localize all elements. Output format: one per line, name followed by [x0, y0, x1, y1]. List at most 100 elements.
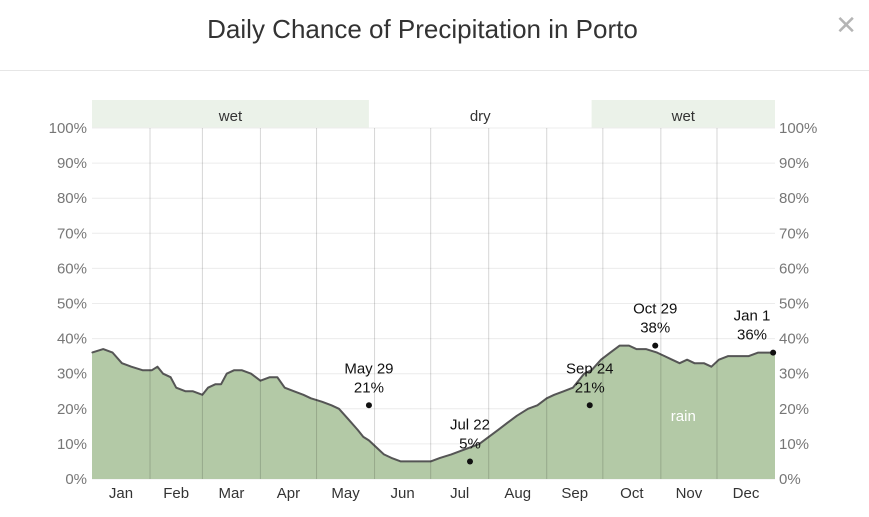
- y-tick-label-left: 100%: [49, 120, 87, 137]
- data-point: [269, 376, 271, 378]
- annotation-dot: [586, 402, 593, 409]
- annotation-dot: [770, 349, 777, 356]
- data-point: [390, 457, 392, 459]
- annotation-date: Oct 29: [633, 301, 677, 318]
- data-point: [527, 408, 529, 410]
- data-point: [321, 401, 323, 403]
- data-point: [347, 418, 349, 420]
- series-label-rain: rain: [671, 408, 696, 425]
- y-tick-label-right: 70%: [779, 225, 809, 242]
- data-point: [141, 369, 144, 371]
- y-tick-label-left: 70%: [57, 225, 87, 242]
- annotation-value: 5%: [459, 435, 481, 452]
- data-point: [628, 345, 630, 347]
- annotation-date: Jul 22: [450, 416, 490, 433]
- data-point: [220, 383, 222, 385]
- data-point: [609, 352, 611, 354]
- data-point: [175, 387, 177, 389]
- y-tick-label-right: 20%: [779, 401, 809, 418]
- y-tick-label-right: 40%: [779, 331, 809, 348]
- data-point: [546, 397, 548, 399]
- data-point: [368, 439, 370, 441]
- grid-lines: [92, 127, 775, 480]
- x-tick-label-month: Sep: [561, 485, 588, 502]
- data-point: [635, 348, 638, 350]
- x-tick-label-month: May: [331, 485, 360, 502]
- data-point: [488, 436, 490, 438]
- data-point: [102, 348, 104, 350]
- data-point: [121, 362, 123, 364]
- data-point: [572, 387, 574, 389]
- data-point: [748, 355, 750, 357]
- y-tick-label-right: 90%: [779, 155, 809, 172]
- y-tick-label-right: 50%: [779, 296, 809, 313]
- data-point: [241, 369, 243, 371]
- y-tick-label-right: 80%: [779, 190, 809, 207]
- data-point: [671, 359, 673, 361]
- data-point: [362, 436, 364, 438]
- annotation-date: Sep 24: [566, 360, 614, 377]
- data-point: [418, 460, 421, 463]
- data-point: [400, 460, 402, 463]
- x-tick-label-month: Feb: [163, 485, 189, 502]
- x-tick-label-month: Oct: [620, 485, 644, 502]
- data-point: [302, 394, 305, 396]
- data-point: [192, 390, 194, 392]
- annotation-value: 21%: [575, 379, 605, 396]
- data-point: [619, 345, 621, 347]
- x-tick-label-month: Apr: [277, 485, 300, 502]
- close-icon[interactable]: ✕: [835, 10, 857, 40]
- annotation-date: May 29: [344, 360, 393, 377]
- y-tick-label-right: 10%: [779, 436, 809, 453]
- y-tick-label-left: 40%: [57, 331, 87, 348]
- annotation-date: Jan 1: [734, 308, 771, 325]
- data-point: [184, 390, 187, 392]
- data-point: [645, 348, 647, 350]
- data-point: [207, 387, 209, 389]
- data-point: [516, 415, 518, 417]
- data-point: [460, 450, 462, 452]
- data-point: [583, 373, 585, 375]
- y-tick-label-left: 30%: [57, 366, 87, 383]
- data-point: [338, 408, 340, 410]
- y-tick-label-left: 10%: [57, 436, 87, 453]
- data-point: [497, 429, 499, 431]
- data-point: [439, 457, 441, 459]
- dialog-header: Daily Chance of Precipitation in Porto ✕: [0, 0, 869, 71]
- data-point: [765, 352, 767, 354]
- x-tick-label-month: Mar: [218, 485, 244, 502]
- y-tick-label-right: 60%: [779, 260, 809, 277]
- season-band-dry: [368, 100, 592, 128]
- y-tick-label-right: 30%: [779, 366, 809, 383]
- data-point: [469, 446, 471, 449]
- annotation-dot: [466, 458, 473, 465]
- y-tick-label-right: 0%: [779, 471, 801, 488]
- y-tick-label-left: 80%: [57, 190, 87, 207]
- y-tick-label-left: 90%: [57, 155, 87, 172]
- month-divider-lines: [149, 128, 718, 479]
- page-title: Daily Chance of Precipitation in Porto: [207, 14, 638, 44]
- data-point: [156, 366, 159, 368]
- season-label-wet: wet: [671, 108, 696, 125]
- data-point: [693, 362, 696, 364]
- data-point: [710, 366, 712, 368]
- data-point: [478, 443, 480, 445]
- data-point: [310, 397, 312, 399]
- data-point: [409, 460, 411, 463]
- x-tick-label-month: Nov: [676, 485, 703, 502]
- y-tick-label-left: 60%: [57, 260, 87, 277]
- annotation-value: 21%: [354, 379, 384, 396]
- season-bands: wet dry wet: [92, 100, 775, 128]
- axis-labels: 0% 0% 10% 10% 20% 20% 30% 30% 40% 40% 50% 50% 60% 60%…: [49, 120, 818, 502]
- data-point: [233, 369, 235, 371]
- x-tick-label-month: Jul: [450, 485, 469, 502]
- data-point: [736, 355, 739, 357]
- data-point: [293, 390, 295, 392]
- x-tick-label-month: Jun: [391, 485, 415, 502]
- data-point: [276, 376, 278, 378]
- rain-area-fill: [92, 345, 775, 479]
- data-point: [375, 446, 378, 449]
- data-point: [703, 362, 705, 364]
- rain-area: rain: [91, 344, 776, 479]
